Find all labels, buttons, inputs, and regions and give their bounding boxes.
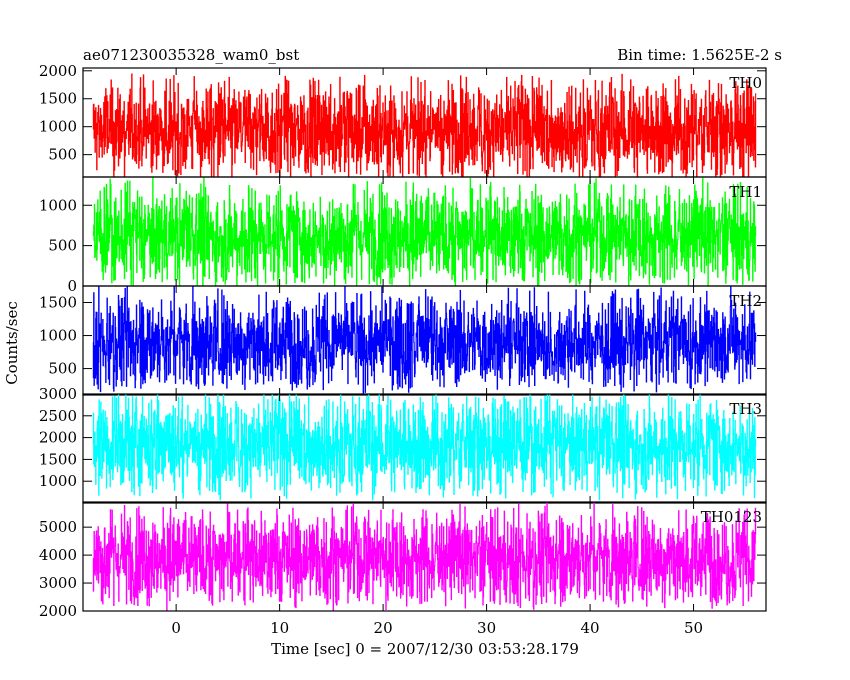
panel-frame bbox=[82, 501, 767, 612]
y-tick-label: 500 bbox=[48, 237, 77, 255]
series-line-th0 bbox=[92, 73, 757, 178]
panel-th0123: 2000 3000 4000 5000 TH0123 bbox=[39, 501, 767, 620]
series-line-th3 bbox=[92, 393, 757, 501]
panel-label-th0123: TH0123 bbox=[701, 508, 762, 526]
panel-label-th1: TH1 bbox=[729, 183, 762, 201]
series-line-th2 bbox=[92, 285, 757, 394]
y-tick-label: 500 bbox=[48, 360, 77, 378]
y-tick-label: 1000 bbox=[39, 327, 77, 345]
y-tick-label: 1500 bbox=[39, 450, 77, 468]
panels-group: 500100015002000TH005001000TH150010001500… bbox=[39, 62, 767, 637]
series-line-th0123 bbox=[92, 501, 757, 612]
x-tick-label: 30 bbox=[477, 619, 496, 637]
y-tick-label: 3000 bbox=[39, 385, 77, 403]
x-tick-label: 0 bbox=[171, 619, 181, 637]
x-axis-label: Time [sec] 0 = 2007/12/30 03:53:28.179 bbox=[271, 640, 579, 658]
x-tick-label: 40 bbox=[581, 619, 600, 637]
y-tick-label: 1000 bbox=[39, 196, 77, 214]
panel-th1: 0 500 1000 TH1 bbox=[39, 176, 767, 295]
panel-label-th2: TH2 bbox=[729, 292, 762, 310]
y-tick-label: 3000 bbox=[39, 574, 77, 592]
chart-title-right: Bin time: 1.5625E-2 s bbox=[617, 46, 782, 64]
y-tick-label: 1500 bbox=[39, 294, 77, 312]
y-tick-label: 2000 bbox=[39, 602, 77, 620]
panel-frame bbox=[82, 285, 767, 396]
panel-th2: 500 1000 1500 TH2 bbox=[39, 285, 767, 396]
panel-th0: 500 1000 1500 2000 TH0 bbox=[39, 62, 767, 178]
chart-title-left: ae071230035328_wam0_bst bbox=[83, 46, 299, 64]
y-tick-label: 1500 bbox=[39, 90, 77, 108]
x-tick-label: 10 bbox=[270, 619, 289, 637]
series-line-th1 bbox=[92, 176, 757, 287]
x-tick-labels: 0 10 20 30 40 50 bbox=[171, 619, 703, 637]
y-tick-label: 1000 bbox=[39, 118, 77, 136]
panel-th3: 1000 1500 2000 2500 3000 TH3 bbox=[39, 385, 767, 504]
y-tick-label: 2500 bbox=[39, 407, 77, 425]
y-tick-label: 0 bbox=[67, 277, 77, 295]
y-tick-label: 2000 bbox=[39, 429, 77, 447]
y-tick-label: 500 bbox=[48, 146, 77, 164]
y-tick-label: 4000 bbox=[39, 546, 77, 564]
panel-label-th0: TH0 bbox=[729, 74, 762, 92]
x-tick-label: 50 bbox=[684, 619, 703, 637]
y-axis-label: Counts/sec bbox=[3, 301, 21, 385]
y-tick-label: 2000 bbox=[39, 62, 77, 80]
y-tick-label: 5000 bbox=[39, 518, 77, 536]
panel-label-th3: TH3 bbox=[729, 400, 762, 418]
y-tick-label: 1000 bbox=[39, 472, 77, 490]
x-tick-label: 20 bbox=[374, 619, 393, 637]
panel-frame bbox=[82, 393, 767, 504]
